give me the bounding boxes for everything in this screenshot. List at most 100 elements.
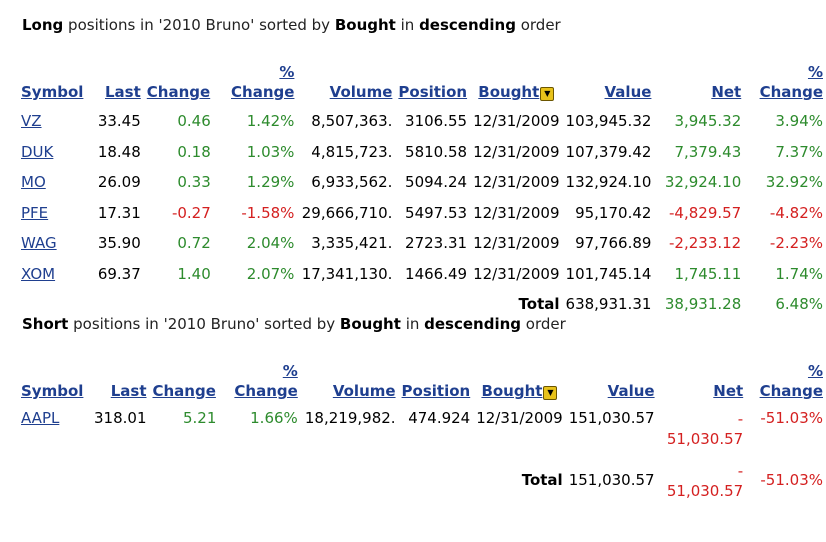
col-last-link[interactable]: Last	[105, 83, 141, 101]
bought-date: 12/31/2009	[473, 112, 560, 131]
net-amount: 7,379.43	[674, 142, 742, 161]
col-volume-link[interactable]: Volume	[329, 83, 393, 101]
bought-date: 12/31/2009	[473, 264, 560, 283]
long-header-row: Symbol Last Change % Change Volume Positi…	[18, 62, 826, 106]
short-positions-table: Symbol Last Change % Change Volume Positi…	[18, 361, 826, 502]
col-net-link[interactable]: Net	[713, 382, 744, 400]
symbol-link[interactable]: MO	[21, 173, 46, 192]
net-pct-change: 1.74%	[775, 264, 823, 283]
total-net-pct: 6.48%	[775, 295, 823, 314]
col-symbol-link[interactable]: Symbol	[21, 83, 84, 101]
net-pct-change: -4.82%	[769, 203, 823, 222]
total-label: Total	[521, 471, 563, 489]
net-amount: 3,945.32	[674, 112, 742, 131]
change-value: 0.33	[177, 173, 211, 192]
total-row: Total 638,931.31 38,931.28 6.48%	[18, 289, 826, 320]
total-net: -51,030.57	[666, 462, 744, 500]
col-bought-link[interactable]: Bought	[478, 83, 540, 101]
value-amount: 107,379.42	[565, 142, 652, 161]
last-price: 69.37	[97, 264, 141, 283]
pct-change-value: 1.66%	[250, 409, 298, 427]
net-pct-change: 7.37%	[775, 142, 823, 161]
col-position-link[interactable]: Position	[401, 382, 471, 400]
sort-descending-icon[interactable]: ▼	[540, 87, 555, 101]
total-net: 38,931.28	[664, 295, 742, 314]
position-value: 5810.58	[405, 142, 468, 161]
symbol-link[interactable]: DUK	[21, 142, 54, 161]
symbol-link[interactable]: XOM	[21, 264, 56, 283]
symbol-link[interactable]: PFE	[21, 203, 49, 222]
volume-value: 18,219,982.	[304, 409, 396, 427]
change-value: 5.21	[182, 409, 217, 427]
bought-date: 12/31/2009	[473, 234, 560, 253]
table-row: VZ 33.45 0.46 1.42% 8,507,363. 3106.55 1…	[18, 106, 826, 137]
total-net-pct: -51.03%	[760, 471, 823, 489]
pct-change-value: -1.58%	[241, 203, 295, 222]
change-value: 0.46	[177, 112, 211, 131]
total-label: Total	[518, 295, 560, 314]
net-pct-change: -2.23%	[769, 234, 823, 253]
sort-descending-icon[interactable]: ▼	[543, 386, 558, 400]
position-value: 1466.49	[405, 264, 468, 283]
symbol-link[interactable]: WAG	[21, 234, 57, 253]
change-value: -0.27	[171, 203, 211, 222]
net-amount: -4,829.57	[669, 203, 742, 222]
col-volume-link[interactable]: Volume	[332, 382, 396, 400]
volume-value: 6,933,562.	[311, 173, 393, 192]
col-change-link[interactable]: Change	[152, 382, 216, 400]
col-change-link[interactable]: Change	[146, 83, 211, 101]
table-row: XOM 69.37 1.40 2.07% 17,341,130. 1466.49…	[18, 259, 826, 290]
col-net-link[interactable]: Net	[711, 83, 742, 101]
long-positions-heading: Long positions in '2010 Bruno' sorted by…	[22, 16, 561, 34]
value-amount: 101,745.14	[565, 264, 652, 283]
bought-date: 12/31/2009	[473, 203, 560, 222]
pct-change-value: 1.42%	[246, 112, 295, 131]
volume-value: 4,815,723.	[311, 142, 393, 161]
last-price: 17.31	[97, 203, 141, 222]
last-price: 318.01	[94, 409, 147, 427]
pct-change-value: 1.03%	[246, 142, 295, 161]
value-amount: 103,945.32	[565, 112, 652, 131]
col-net-pct-change-link[interactable]: % Change	[759, 362, 823, 400]
table-row: PFE 17.31 -0.27 -1.58% 29,666,710. 5497.…	[18, 198, 826, 229]
symbol-link[interactable]: VZ	[21, 112, 42, 131]
total-value: 151,030.57	[568, 471, 655, 489]
table-row: MO 26.09 0.33 1.29% 6,933,562. 5094.24 1…	[18, 167, 826, 198]
last-price: 18.48	[97, 142, 141, 161]
net-pct-change: 3.94%	[775, 112, 823, 131]
col-pct-change-link[interactable]: % Change	[234, 362, 298, 400]
net-pct-change: 32.92%	[765, 173, 823, 192]
col-bought-link[interactable]: Bought	[481, 382, 543, 400]
net-amount: -51,030.57	[666, 410, 744, 448]
col-last-link[interactable]: Last	[110, 382, 147, 400]
symbol-link[interactable]: AAPL	[21, 409, 60, 427]
col-value-link[interactable]: Value	[604, 83, 652, 101]
table-row: DUK 18.48 0.18 1.03% 4,815,723. 5810.58 …	[18, 137, 826, 168]
col-position-link[interactable]: Position	[398, 83, 468, 101]
col-pct-change-link[interactable]: % Change	[231, 63, 295, 101]
position-value: 5094.24	[405, 173, 468, 192]
pct-change-value: 1.29%	[246, 173, 295, 192]
table-row: WAG 35.90 0.72 2.04% 3,335,421. 2723.31 …	[18, 228, 826, 259]
col-net-pct-change-link[interactable]: % Change	[759, 63, 823, 101]
short-positions-heading: Short positions in '2010 Bruno' sorted b…	[22, 315, 566, 333]
pct-change-value: 2.04%	[246, 234, 295, 253]
short-label: Short	[22, 315, 69, 333]
long-positions-table: Symbol Last Change % Change Volume Positi…	[18, 62, 826, 320]
col-value-link[interactable]: Value	[607, 382, 655, 400]
value-amount: 151,030.57	[568, 409, 655, 427]
volume-value: 29,666,710.	[301, 203, 393, 222]
total-value: 638,931.31	[565, 295, 652, 314]
net-pct-change: -51.03%	[760, 409, 823, 427]
volume-value: 17,341,130.	[301, 264, 393, 283]
col-symbol-link[interactable]: Symbol	[21, 382, 84, 400]
volume-value: 8,507,363.	[311, 112, 393, 131]
bought-date: 12/31/2009	[476, 409, 563, 427]
change-value: 0.72	[177, 234, 211, 253]
volume-value: 3,335,421.	[311, 234, 393, 253]
bought-date: 12/31/2009	[473, 173, 560, 192]
short-header-row: Symbol Last Change % Change Volume Positi…	[18, 361, 826, 405]
value-amount: 132,924.10	[565, 173, 652, 192]
position-value: 5497.53	[405, 203, 468, 222]
net-amount: -2,233.12	[669, 234, 742, 253]
